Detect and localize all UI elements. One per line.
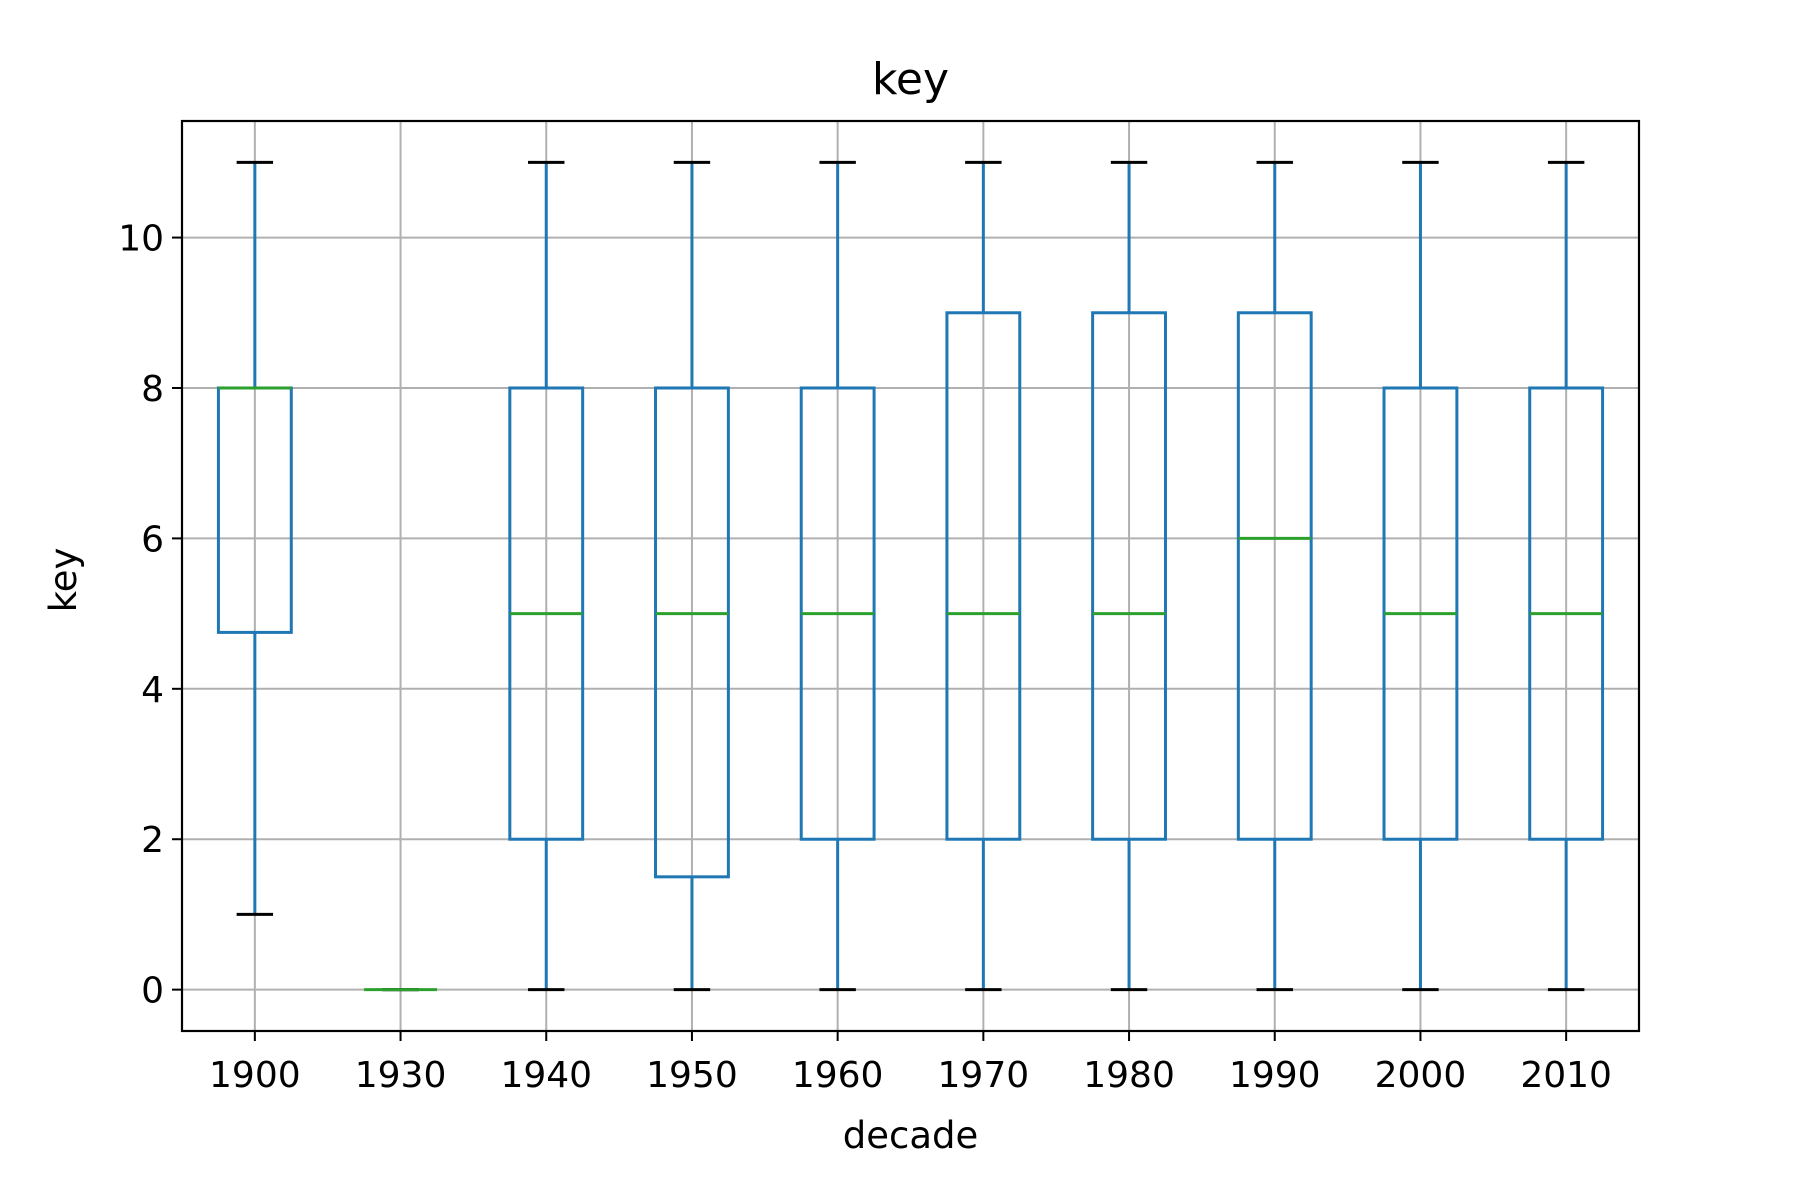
y-tick-label: 2 — [141, 820, 164, 861]
x-tick-label: 1960 — [792, 1055, 884, 1096]
box-1950 — [654, 160, 730, 992]
x-tick-label: 1980 — [1083, 1055, 1175, 1096]
box-1960 — [799, 160, 876, 992]
iqr-box — [1091, 311, 1167, 841]
plot-frame — [180, 119, 1641, 1033]
x-tick-label: 2000 — [1375, 1055, 1467, 1096]
x-tick-label: 1900 — [209, 1055, 301, 1096]
box-1990 — [1236, 160, 1313, 992]
x-tick-label: 2010 — [1520, 1055, 1612, 1096]
ticks: 0 2 4 6 8 10 1900 1930 1940 1950 1960 1970 1980 1990 2… — [118, 219, 1612, 1096]
y-axis-label: key — [42, 548, 85, 613]
box-1980 — [1091, 160, 1167, 992]
iqr-box — [945, 311, 1022, 841]
y-tick-label: 10 — [118, 219, 164, 260]
y-tick-label: 8 — [141, 369, 164, 410]
box-2010 — [1528, 160, 1605, 992]
y-tick-label: 6 — [141, 519, 164, 560]
x-axis-label: decade — [843, 1114, 979, 1157]
chart-title: key — [872, 54, 949, 105]
y-tick-label: 0 — [141, 971, 164, 1012]
x-tick-label: 1990 — [1229, 1055, 1321, 1096]
x-tick-label: 1950 — [646, 1055, 738, 1096]
box-1900 — [216, 160, 293, 916]
iqr-box — [654, 386, 730, 879]
y-tick-label: 4 — [141, 670, 164, 711]
box-2000 — [1382, 160, 1459, 992]
boxes — [216, 160, 1605, 992]
x-tick-label: 1930 — [355, 1055, 447, 1096]
x-tick-label: 1940 — [500, 1055, 592, 1096]
iqr-box — [1236, 311, 1313, 841]
box-1940 — [508, 160, 585, 992]
x-tick-label: 1970 — [938, 1055, 1030, 1096]
box-1970 — [945, 160, 1022, 992]
